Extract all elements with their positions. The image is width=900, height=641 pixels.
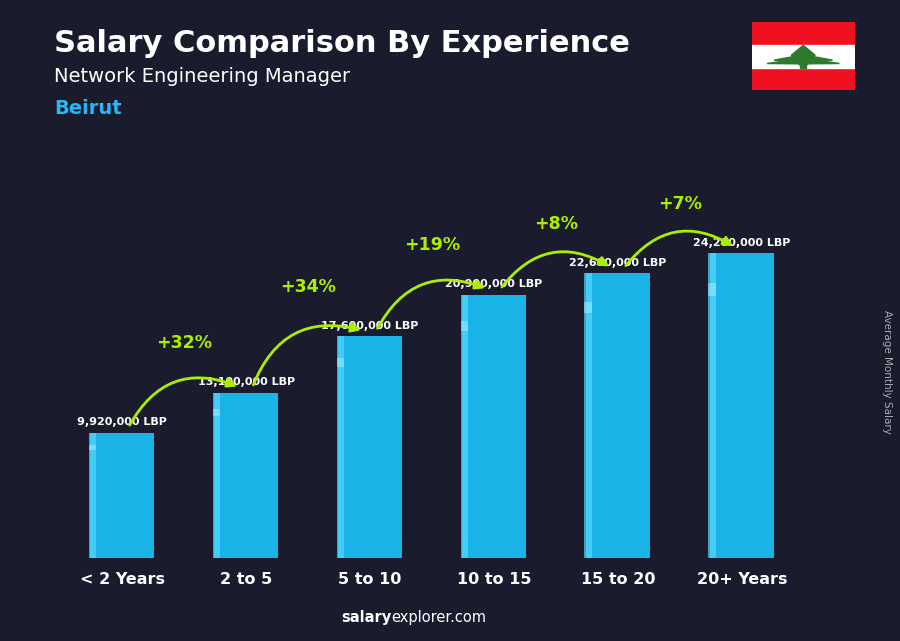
Text: 17,600,000 LBP: 17,600,000 LBP	[321, 320, 419, 331]
Text: 9,920,000 LBP: 9,920,000 LBP	[77, 417, 167, 428]
Bar	[212, 393, 220, 558]
Text: +34%: +34%	[280, 278, 336, 296]
FancyArrowPatch shape	[253, 324, 358, 385]
Bar	[584, 273, 592, 558]
Bar	[338, 336, 402, 558]
FancyArrowPatch shape	[130, 378, 234, 425]
Bar	[212, 409, 220, 416]
FancyArrowPatch shape	[377, 280, 482, 328]
Bar	[800, 63, 806, 67]
Bar	[89, 445, 96, 450]
Bar	[752, 67, 855, 90]
Text: 24,200,000 LBP: 24,200,000 LBP	[693, 238, 790, 247]
Text: explorer.com: explorer.com	[392, 610, 487, 625]
Bar	[337, 336, 344, 558]
Bar	[89, 433, 96, 558]
Bar	[461, 321, 468, 331]
Bar	[90, 433, 155, 558]
Bar	[708, 253, 716, 558]
Text: Network Engineering Manager: Network Engineering Manager	[54, 67, 350, 87]
Bar	[586, 273, 650, 558]
Text: 20,900,000 LBP: 20,900,000 LBP	[446, 279, 543, 289]
Bar	[462, 294, 526, 558]
Text: Beirut: Beirut	[54, 99, 122, 119]
Text: +32%: +32%	[156, 335, 212, 353]
Text: +7%: +7%	[658, 195, 702, 213]
FancyArrowPatch shape	[502, 252, 607, 287]
Polygon shape	[767, 46, 840, 67]
Text: Average Monthly Salary: Average Monthly Salary	[881, 310, 892, 434]
Text: salary: salary	[341, 610, 392, 625]
Text: +19%: +19%	[404, 236, 460, 254]
Text: 22,600,000 LBP: 22,600,000 LBP	[569, 258, 667, 268]
Bar	[708, 283, 716, 296]
Bar	[584, 301, 592, 313]
Text: 13,100,000 LBP: 13,100,000 LBP	[197, 378, 294, 387]
Bar	[461, 294, 468, 558]
Bar	[214, 393, 278, 558]
FancyArrowPatch shape	[626, 231, 731, 265]
Bar	[337, 358, 344, 367]
Bar	[752, 45, 855, 67]
Bar	[752, 22, 855, 45]
Bar	[709, 253, 774, 558]
Text: Salary Comparison By Experience: Salary Comparison By Experience	[54, 29, 630, 58]
Text: +8%: +8%	[534, 215, 578, 233]
